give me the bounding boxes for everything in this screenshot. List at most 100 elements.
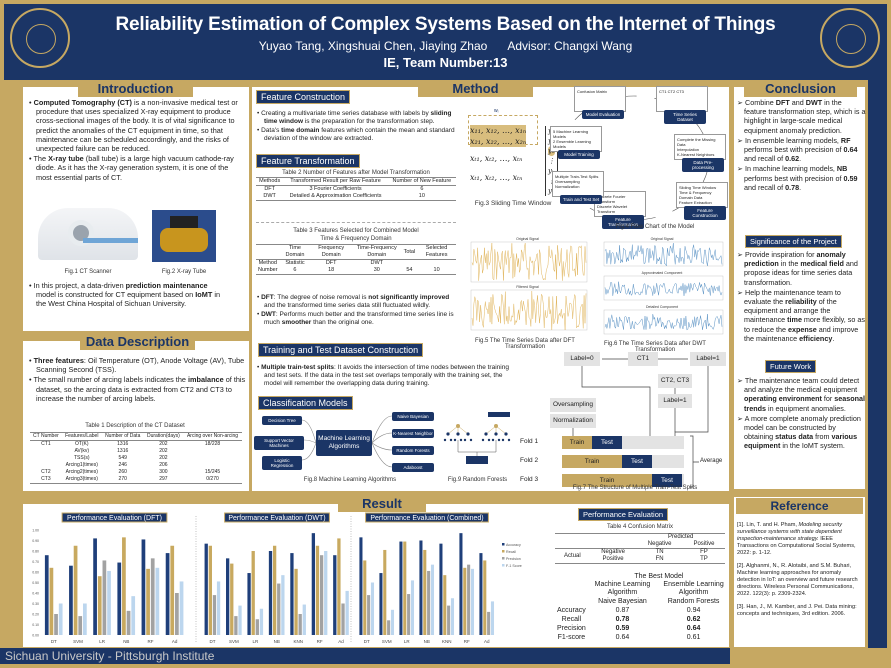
table1-caption: Table 1 Description of the CT Dataset	[85, 423, 185, 429]
signal-line	[604, 281, 723, 297]
bar-f-1-score-ad	[345, 590, 349, 635]
test-segment: Test	[622, 455, 652, 468]
flow-chart: Confusion Matrix Model Evaluation CT1 CT2 …	[550, 86, 728, 231]
fn: FN	[655, 556, 664, 562]
y-tick-label: 0.30	[32, 602, 39, 606]
train-segment: Train	[562, 436, 592, 449]
reference-title: Reference	[736, 498, 863, 514]
flow-node-item: Sliding Time Window	[679, 185, 717, 190]
bullet-text: Provide inspiration for	[745, 250, 817, 259]
chart-dwt: Performance Evaluation (DWT) DT SVM LR NB KNN…	[195, 512, 349, 644]
bar-precision-lr	[407, 594, 411, 635]
normalization-box: Normalization	[550, 414, 596, 428]
table-cell	[183, 455, 242, 462]
bullet-text: 0.59	[843, 173, 858, 183]
bullet-text: Combine	[745, 98, 776, 107]
feature-transformation-label: Feature Transformation	[256, 154, 360, 168]
best-model2: Random Forests	[667, 598, 720, 605]
bullet-text: more flexibly, so as to reduce the	[744, 315, 865, 334]
bar-recall-rf	[146, 568, 150, 635]
bar-recall-dt	[208, 545, 212, 635]
x-tick-label: SVM	[229, 639, 239, 644]
algo-support-vector-machines: Support Vector Machines	[254, 436, 304, 450]
advisor: Advisor: Changxi Wang	[507, 39, 633, 53]
table-cell: OT(K)	[74, 441, 89, 447]
y-tick-label: 0.40	[32, 592, 39, 596]
legend-entry: Precision	[506, 557, 521, 561]
bullet-text: medical field	[800, 259, 844, 269]
legend-swatch	[502, 543, 505, 546]
conclusion-bullet: A more complete anomaly prediction model…	[736, 414, 866, 451]
bar-recall-dt	[49, 567, 54, 635]
table-cell: 0.64	[615, 634, 630, 641]
table-cell: 297	[159, 476, 168, 482]
table1: CT Number Features/Label Number of Data Dur…	[30, 432, 242, 484]
flow-node-details: Sliding Time Window Time & Frequency Doma…	[676, 182, 728, 208]
act-negative: Negative	[601, 549, 625, 555]
table-cell: DFT	[264, 186, 276, 192]
plot-title: Original Signal	[651, 237, 674, 241]
bar-accuracy-dt	[44, 555, 49, 635]
legend-swatch	[502, 550, 505, 553]
matrix-row: xₜ₁, xₜ₂, …, xₜₙ	[470, 154, 523, 163]
table-cell: 260	[118, 469, 127, 475]
best-model1: Naive Bayesian	[598, 598, 647, 605]
bar-accuracy-ad	[479, 553, 483, 635]
bar-recall-svm	[73, 545, 78, 635]
bullet-text: performs best with precision of	[744, 173, 844, 183]
average-label: Average	[700, 458, 723, 464]
algo-adaboost: Adaboost	[392, 463, 434, 472]
result-title: Result	[338, 495, 426, 512]
plot-title: Approximated Component	[642, 271, 683, 275]
time-series-plot: Approximated Component	[598, 269, 726, 303]
bullet-text: reliability	[785, 297, 817, 307]
x-tick-label: DT	[209, 639, 215, 644]
flow-node-item: Interpolation	[677, 147, 700, 152]
x-tick-label: RF	[317, 639, 323, 644]
x-tick-label: NB	[123, 639, 129, 644]
bar-accuracy-knn	[439, 543, 443, 635]
bullet-text: operating environment	[744, 394, 822, 404]
table-row: CT3 Arcing3(times) 270 297 0/270	[30, 476, 242, 484]
algo-logistic-regression: Logistic Regression	[262, 456, 302, 470]
table-cell	[30, 462, 62, 469]
label1b-box: Label=1	[658, 394, 692, 408]
reference-item: [1]. Lin, T. and H. Pham, Modeling secur…	[737, 522, 863, 557]
table-cell: 202	[159, 448, 168, 454]
legend-entry: Recall	[506, 550, 516, 554]
table-cell: 18/228	[204, 441, 221, 447]
time-series-plot: Original Signal	[465, 235, 590, 285]
bar-recall-ad	[483, 560, 487, 635]
flow-node-details: Confusion Matrix	[574, 86, 626, 112]
bar-accuracy-dt	[359, 537, 363, 635]
ml-algorithms-mindmap: Machine Learning Algorithms Decision Tree…	[252, 412, 442, 477]
bullet-text: Help the maintenance team to evaluate th…	[744, 287, 841, 307]
table-cell: F1-score	[557, 634, 586, 641]
reference-text: IEEE Transactions on Computational Socia…	[737, 536, 856, 556]
bar-recall-svm	[230, 563, 234, 635]
table4-caption: Table 4 Confusion Matrix	[606, 524, 674, 530]
test-segment: Test	[592, 436, 622, 449]
table-cell: 0/270	[206, 476, 219, 482]
bullet-text: .	[832, 333, 835, 343]
table-cell: Method	[258, 260, 277, 266]
bar-precision-rf	[319, 555, 324, 635]
window-label: wᵢ	[494, 108, 499, 114]
bar-f-1-score-nb	[430, 564, 435, 635]
bar-accuracy-rf	[459, 533, 463, 635]
signal-line	[604, 242, 723, 267]
pittsburgh-university-logo	[820, 8, 880, 68]
fig6-caption: Fig.6 The Time Series Data after DWT Tra…	[604, 341, 706, 353]
table-header: Transformed Result per Raw Feature	[290, 178, 381, 184]
bar-f-1-score-rf	[155, 567, 160, 635]
signal-line	[471, 290, 587, 331]
y-tick-label: 1.00	[32, 529, 39, 533]
bar-f-1-score-lr	[410, 580, 415, 635]
best-col1: Machine Learning Algorithm	[594, 581, 651, 596]
flow-node-item: Normalization	[555, 184, 580, 189]
flow-node-item: Discrete Fourier Transform	[597, 194, 626, 204]
reference-item: [2]. Alghanmi, N., R. Alotaibi, and S.M.…	[737, 563, 863, 598]
flow-node-details: CT1 CT2 CT3	[656, 86, 708, 112]
flow-node-item: 5 Machine Learning Models	[553, 129, 589, 139]
table-cell: DWT	[263, 193, 276, 199]
